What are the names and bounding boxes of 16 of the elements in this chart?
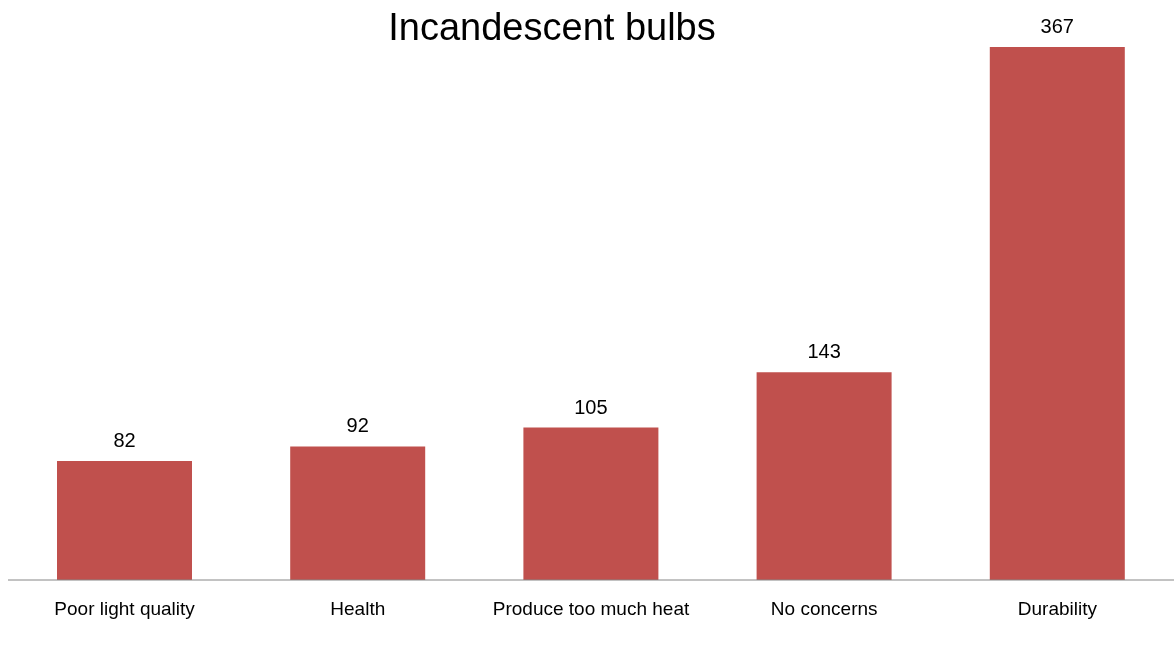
bar xyxy=(57,460,192,580)
bar xyxy=(290,446,426,580)
x-tick-label: Durability xyxy=(1017,598,1098,620)
data-label: 143 xyxy=(807,340,841,363)
data-label: 367 xyxy=(1040,15,1074,37)
x-tick-label: No concerns xyxy=(770,598,878,620)
chart-title: Incandescent bulbs xyxy=(388,6,716,48)
bar xyxy=(989,47,1125,580)
data-label: 82 xyxy=(113,428,136,451)
x-tick-label: Health xyxy=(330,598,386,620)
x-tick-label: Poor light quality xyxy=(54,598,196,620)
data-label: 105 xyxy=(574,395,608,418)
x-tick-label: Produce too much heat xyxy=(492,598,690,620)
data-label: 92 xyxy=(346,414,369,437)
bar xyxy=(523,427,659,580)
bar xyxy=(756,372,892,580)
